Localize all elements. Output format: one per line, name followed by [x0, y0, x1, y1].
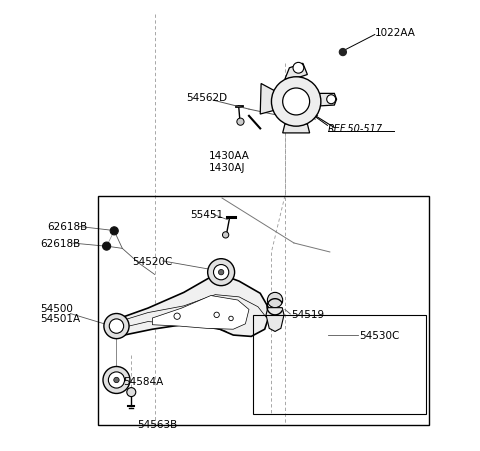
Text: 54519: 54519: [292, 309, 325, 319]
Circle shape: [109, 319, 124, 334]
Text: 1430AJ: 1430AJ: [208, 162, 245, 172]
Circle shape: [208, 259, 235, 286]
Circle shape: [103, 243, 110, 251]
Text: 54563B: 54563B: [138, 419, 178, 429]
Text: 62618B: 62618B: [40, 239, 80, 249]
Circle shape: [103, 367, 130, 394]
Text: 1430AA: 1430AA: [208, 151, 250, 161]
Circle shape: [110, 227, 118, 235]
Polygon shape: [283, 124, 310, 133]
Bar: [98, 196, 429, 425]
Text: 54530C: 54530C: [359, 330, 399, 341]
Circle shape: [104, 314, 129, 339]
Polygon shape: [117, 273, 271, 336]
Text: 54501A: 54501A: [40, 314, 80, 324]
Polygon shape: [266, 308, 284, 332]
Circle shape: [283, 89, 310, 116]
Circle shape: [272, 78, 321, 127]
Circle shape: [267, 293, 283, 308]
Text: 1022AA: 1022AA: [375, 28, 416, 38]
Circle shape: [214, 313, 219, 318]
Circle shape: [339, 49, 347, 56]
Polygon shape: [260, 84, 274, 115]
Text: REF.50-517: REF.50-517: [327, 123, 383, 133]
Circle shape: [223, 232, 229, 239]
Text: 54520C: 54520C: [132, 256, 173, 267]
Circle shape: [214, 265, 229, 280]
Text: 54584A: 54584A: [123, 377, 164, 387]
Circle shape: [174, 313, 180, 320]
Polygon shape: [153, 296, 249, 330]
Circle shape: [127, 388, 136, 397]
Circle shape: [327, 96, 336, 105]
Bar: [253, 315, 426, 414]
Text: 62618B: 62618B: [48, 222, 88, 232]
Circle shape: [229, 317, 233, 321]
Circle shape: [218, 270, 224, 275]
Polygon shape: [319, 94, 336, 107]
Text: 54500: 54500: [40, 304, 73, 313]
Circle shape: [237, 119, 244, 126]
Circle shape: [293, 63, 304, 74]
Circle shape: [114, 377, 119, 383]
Text: 55451: 55451: [191, 209, 224, 219]
Circle shape: [108, 372, 124, 388]
Polygon shape: [285, 64, 307, 80]
Text: 54562D: 54562D: [186, 93, 227, 103]
